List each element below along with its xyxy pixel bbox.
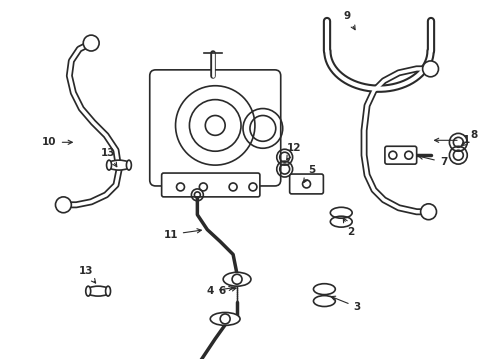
Text: 8: 8 [461, 130, 477, 146]
Circle shape [55, 197, 71, 213]
Text: 4: 4 [206, 286, 233, 296]
Text: 1: 1 [434, 135, 469, 145]
Text: 13: 13 [79, 266, 96, 283]
Text: 11: 11 [163, 229, 201, 239]
Ellipse shape [107, 160, 131, 170]
Circle shape [420, 204, 436, 220]
Ellipse shape [223, 272, 250, 286]
FancyBboxPatch shape [162, 173, 259, 197]
Ellipse shape [106, 160, 111, 170]
Text: 5: 5 [303, 165, 314, 183]
Ellipse shape [85, 286, 90, 296]
Ellipse shape [126, 160, 131, 170]
Text: 2: 2 [343, 218, 354, 237]
Text: 10: 10 [42, 137, 72, 147]
Text: 7: 7 [418, 155, 446, 167]
Circle shape [83, 35, 99, 51]
FancyBboxPatch shape [289, 174, 323, 194]
Text: 9: 9 [343, 11, 354, 30]
Text: 6: 6 [218, 286, 236, 296]
Ellipse shape [86, 286, 110, 296]
Circle shape [422, 61, 438, 77]
FancyBboxPatch shape [384, 146, 416, 164]
Text: 3: 3 [330, 296, 360, 312]
Text: 12: 12 [286, 143, 300, 160]
Ellipse shape [210, 312, 240, 325]
Ellipse shape [105, 286, 110, 296]
FancyBboxPatch shape [149, 70, 280, 186]
Text: 13: 13 [101, 148, 117, 167]
